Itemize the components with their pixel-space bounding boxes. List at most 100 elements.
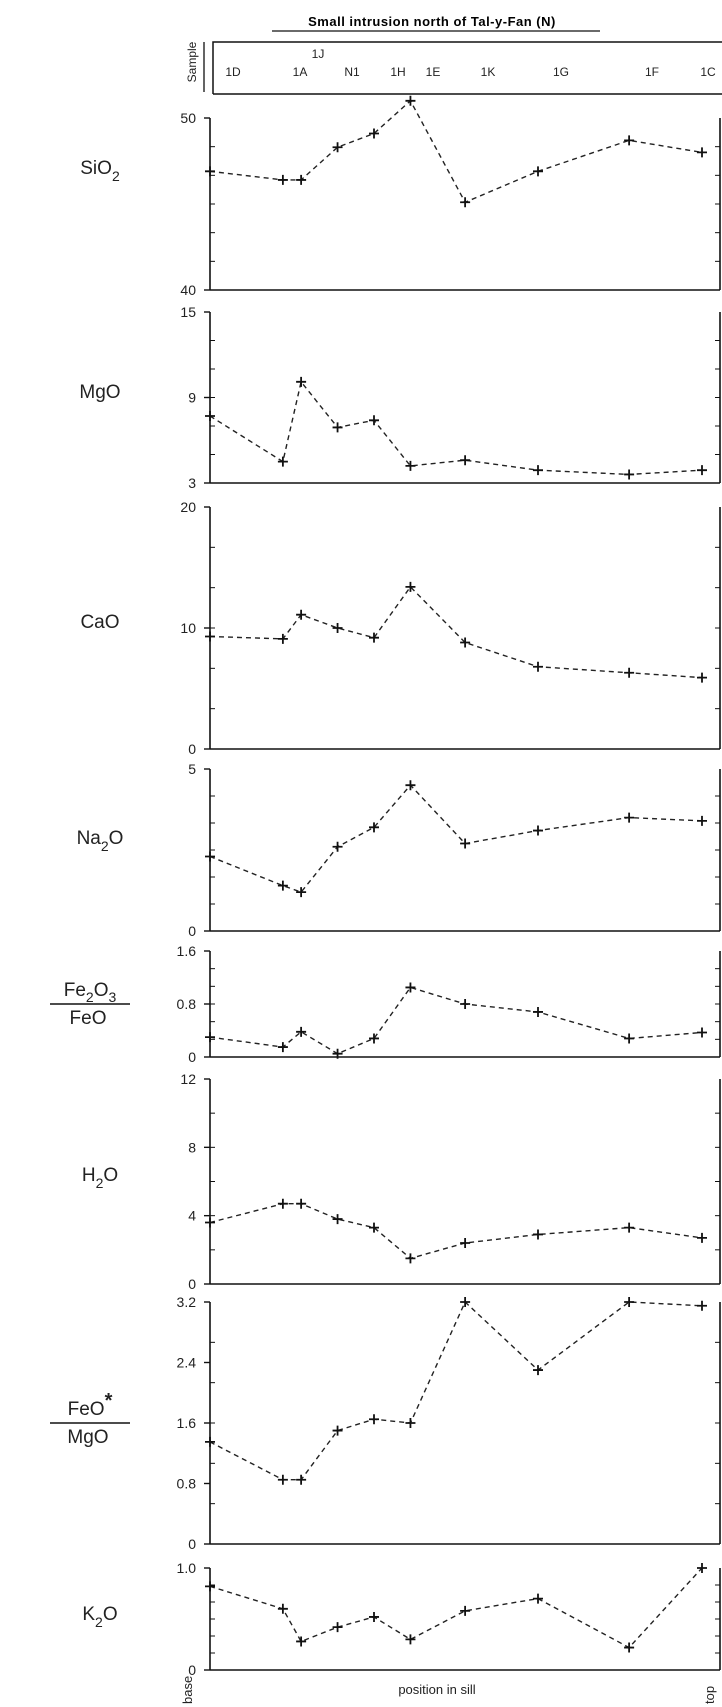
data-point (697, 1563, 707, 1573)
data-point (205, 851, 215, 862)
data-point (277, 1603, 288, 1614)
y-tick-label: 15 (180, 304, 196, 320)
y-label-part: H (82, 1165, 96, 1186)
data-point (624, 1297, 635, 1307)
y-label-part: CaO (80, 612, 119, 633)
data-point (405, 1634, 416, 1645)
data-point (205, 1217, 215, 1228)
y-label-sub: 2 (96, 1175, 104, 1191)
panel: 3 9 15 MgO (79, 304, 721, 491)
y-label-sub: 2 (86, 989, 94, 1005)
data-point (405, 780, 416, 791)
sample-axis-label: Sample (185, 41, 199, 82)
data-point (296, 1198, 307, 1209)
series-line (209, 986, 703, 1055)
panel: 0 5 Na2O (77, 761, 721, 939)
data-point (533, 1006, 543, 1017)
data-point (369, 632, 379, 643)
series-line (209, 99, 703, 204)
data-point (533, 1593, 543, 1604)
data-point (296, 1026, 307, 1037)
data-point (369, 1414, 379, 1425)
panel: 0 10 20 CaO (80, 499, 721, 757)
data-point (332, 841, 343, 852)
y-label-numerator: FeO* (68, 1390, 113, 1420)
data-point (405, 460, 416, 471)
figure-header: Small intrusion north of Tal-y-Fan (N) S… (185, 14, 722, 95)
y-tick-label: 10 (180, 620, 196, 636)
y-tick-label: 50 (180, 110, 196, 126)
data-point (296, 887, 307, 898)
y-label: Na2O (77, 828, 124, 854)
data-point (533, 166, 543, 177)
y-label: H2O (82, 1165, 118, 1191)
data-point (460, 1605, 471, 1616)
data-point (697, 147, 707, 158)
y-tick-label: 0 (188, 1536, 196, 1552)
y-label-sub: 2 (95, 1614, 103, 1630)
y-label-part: O (109, 828, 124, 849)
data-point (533, 1229, 543, 1240)
y-label-denominator: FeO (70, 1008, 107, 1029)
panel: 0 4 8 12 H2O (82, 1071, 721, 1292)
y-label-star: * (105, 1390, 113, 1412)
data-point (405, 581, 416, 592)
sample-label: 1A (293, 65, 308, 79)
data-point (369, 1222, 379, 1233)
y-label-sub: 2 (112, 168, 120, 184)
data-point (369, 415, 379, 426)
data-point (460, 455, 471, 466)
data-point (405, 1253, 416, 1264)
sample-label: 1J (312, 47, 325, 61)
y-tick-label: 0.8 (177, 1476, 197, 1492)
series-line (209, 380, 703, 476)
y-label-denominator: MgO (67, 1427, 108, 1448)
y-label-sub: 3 (108, 989, 116, 1005)
data-point (533, 825, 543, 836)
data-point (332, 1425, 343, 1436)
y-label-part: SiO (80, 158, 112, 179)
data-point (205, 166, 215, 177)
data-point (697, 815, 707, 826)
data-point (277, 880, 288, 891)
y-label-part: FeO (68, 1399, 105, 1420)
data-point (205, 1581, 215, 1592)
y-label-part: Na (77, 828, 102, 849)
data-point (205, 631, 215, 642)
series-line (209, 1567, 703, 1649)
data-point (332, 422, 343, 433)
y-label: SiO2 (80, 158, 120, 184)
series-line (209, 784, 703, 893)
sample-label: 1K (481, 65, 496, 79)
y-label-part: K (82, 1604, 95, 1625)
data-point (369, 822, 379, 833)
data-point (332, 1214, 343, 1225)
sample-labels: 1D 1A 1J N1 1H 1E 1K 1G 1F 1C (225, 47, 716, 79)
data-point (332, 142, 343, 153)
y-tick-label: 1.6 (177, 943, 197, 959)
y-tick-label: 0 (188, 1662, 196, 1678)
data-point (624, 1033, 635, 1044)
y-label: MgO (79, 382, 120, 403)
sample-label: 1G (553, 65, 569, 79)
data-point (460, 197, 471, 208)
data-point (332, 1622, 343, 1633)
data-point (277, 456, 288, 467)
data-point (332, 1048, 343, 1059)
data-point (460, 1297, 471, 1307)
data-point (277, 1474, 288, 1485)
data-point (405, 982, 416, 993)
data-point (296, 609, 307, 620)
y-tick-label: 3 (188, 475, 196, 491)
data-point (332, 623, 343, 633)
y-tick-label: 0 (188, 923, 196, 939)
panel: 40 50 SiO2 (80, 95, 721, 298)
x-axis-label: position in sill (398, 1682, 475, 1697)
data-point (460, 1238, 471, 1248)
data-point (460, 999, 471, 1009)
data-point (697, 1232, 707, 1243)
panel: 0 0.8 1.6 2.4 3.2 FeO* MgO (50, 1294, 721, 1552)
y-label-sub: 2 (101, 838, 109, 854)
data-point (296, 174, 307, 185)
